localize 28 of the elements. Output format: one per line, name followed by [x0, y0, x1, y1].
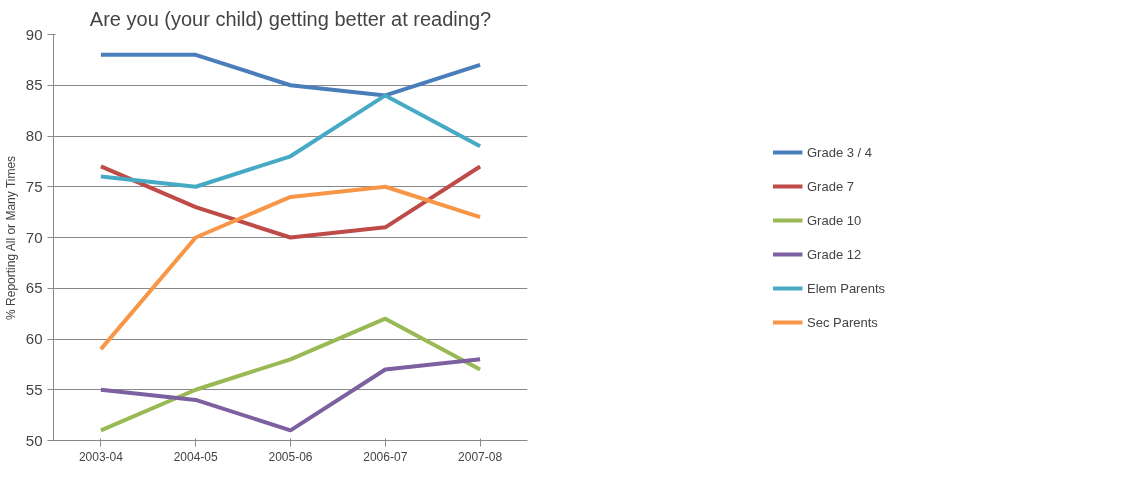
- y-tick-label: 50: [25, 431, 43, 449]
- x-tick-label: 2004-05: [173, 449, 219, 464]
- legend-label: Grade 10: [806, 212, 862, 228]
- legend-label: Grade 7: [806, 178, 854, 194]
- x-tick-label: 2005-06: [268, 449, 313, 464]
- line-series: [98, 357, 483, 433]
- y-tick-label: 55: [25, 380, 43, 398]
- x-tick-label: 2003-04: [78, 449, 124, 464]
- line-series: [98, 52, 483, 98]
- y-axis-title: % Reporting All or Many Times: [3, 155, 18, 320]
- y-tick-label: 85: [25, 76, 43, 94]
- x-tick-label: 2006-07: [363, 449, 408, 464]
- line-series: [98, 93, 483, 189]
- x-tick-label: 2007-08: [458, 449, 503, 464]
- chart-title: Are you (your child) getting better at reading?: [89, 7, 492, 30]
- legend-label: Grade 12: [806, 246, 862, 262]
- y-tick-label: 60: [25, 330, 43, 347]
- line-series: [98, 184, 483, 352]
- legend-label: Elem Parents: [806, 280, 886, 296]
- y-tick-label: 80: [25, 127, 43, 144]
- y-tick-label: 65: [25, 279, 43, 297]
- line-series: [98, 316, 483, 433]
- y-tick-label: 70: [25, 228, 43, 246]
- y-tick-label: 75: [25, 177, 43, 195]
- legend-label: Grade 3 / 4: [806, 144, 873, 160]
- y-tick-label: 90: [25, 25, 43, 43]
- line-series: [98, 164, 483, 240]
- legend-label: Sec Parents: [806, 314, 878, 330]
